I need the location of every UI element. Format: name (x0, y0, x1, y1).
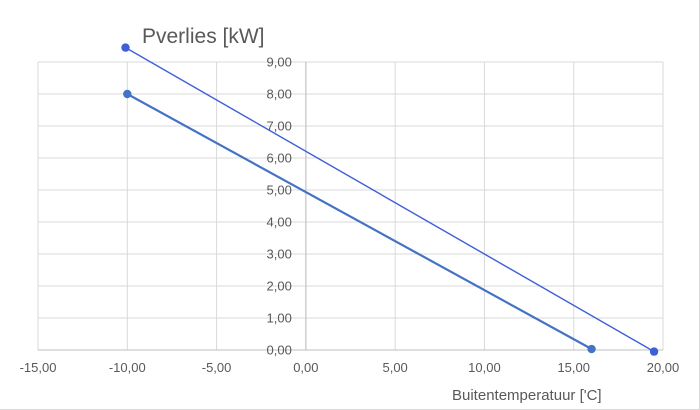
tick-labels: -15,00 -10,00 -5,00 0,00 5,00 10,00 15,00 20,00… (20, 55, 680, 376)
y-tick-label: 6,00 (267, 151, 292, 166)
y-tick-label: 0,00 (267, 343, 292, 358)
axes (38, 62, 663, 351)
y-tick-label: 5,00 (267, 183, 292, 198)
series-layer (121, 43, 659, 356)
x-tick-label: -5,00 (202, 360, 232, 375)
y-tick-label: 3,00 (267, 247, 292, 262)
x-tick-label: 5,00 (382, 360, 407, 375)
y-tick-label: 2,00 (267, 279, 292, 294)
gridlines (37, 61, 664, 350)
x-tick-label: -10,00 (109, 360, 146, 375)
x-tick-label: -15,00 (20, 360, 57, 375)
data-point (123, 89, 132, 99)
y-tick-label: 8,00 (267, 87, 292, 102)
x-axis-label: Buitentemperatuur ['C] (452, 387, 602, 404)
x-tick-label: 10,00 (468, 360, 501, 375)
x-tick-label: 15,00 (557, 360, 590, 375)
data-point (649, 347, 659, 356)
data-point (587, 344, 596, 354)
y-tick-label: 1,00 (267, 311, 292, 326)
y-tick-label: 4,00 (267, 215, 292, 230)
chart-title: Pverlies [kW] (142, 25, 265, 48)
data-point (121, 43, 130, 52)
x-tick-label: 20,00 (647, 360, 680, 375)
x-tick-label: 0,00 (293, 360, 318, 375)
series-line-1 (125, 46, 655, 353)
y-tick-label: 9,00 (267, 55, 292, 70)
y-tick-label: 7,00 (267, 119, 292, 134)
series-line-2 (126, 93, 593, 350)
